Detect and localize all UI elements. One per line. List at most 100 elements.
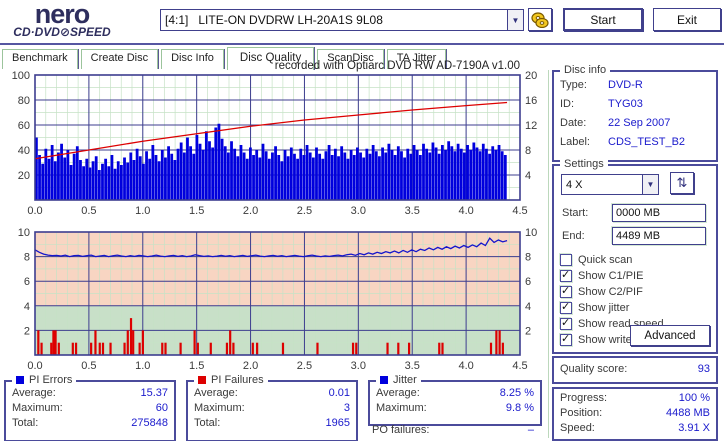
pi-errors-chart: 100 80 60 40 20 20 16 12 8 4 0.0 0.5 1.0 1.5 2.0 2.5 3.0… bbox=[12, 70, 538, 217]
disc-info-row: ID: TYG03 bbox=[560, 98, 643, 110]
svg-text:2.0: 2.0 bbox=[243, 205, 258, 217]
tab-create-disc[interactable]: Create Disc bbox=[80, 49, 159, 69]
stat-group-title: Jitter bbox=[376, 374, 421, 386]
checkbox-row-show-jitter[interactable]: Show jitter bbox=[560, 300, 714, 315]
logo-nero-text: nero bbox=[34, 0, 91, 29]
end-position-field[interactable]: 4489 MB bbox=[612, 227, 706, 245]
svg-text:20: 20 bbox=[525, 70, 537, 82]
svg-text:0.0: 0.0 bbox=[27, 360, 42, 372]
stat-group-pi-failures: PI Failures Average: 0.01 Maximum: 3 Total: 19… bbox=[186, 374, 358, 441]
svg-text:4: 4 bbox=[24, 301, 30, 313]
svg-text:8: 8 bbox=[525, 252, 531, 264]
svg-text:80: 80 bbox=[18, 95, 30, 107]
position-row: Position: 4488 MB bbox=[560, 407, 710, 419]
disc-info-row: Type: DVD-R bbox=[560, 79, 643, 91]
disc-info-title: Disc info bbox=[560, 64, 611, 76]
svg-text:60: 60 bbox=[18, 120, 30, 132]
po-failures-label: PO failures: bbox=[372, 424, 430, 436]
scan-speed-select[interactable]: 4 X ▼ bbox=[561, 174, 659, 195]
stat-group-title: PI Errors bbox=[12, 374, 77, 386]
checkbox-label: Show jitter bbox=[578, 301, 630, 314]
svg-text:4: 4 bbox=[525, 170, 531, 182]
series-color-swatch bbox=[198, 376, 206, 384]
recorded-with-label: recorded with Optiarc DVD RW AD-7190A v1… bbox=[274, 60, 520, 72]
checkbox[interactable] bbox=[560, 253, 572, 266]
tab-scandisc[interactable]: ScanDisc bbox=[317, 49, 384, 69]
po-failures-value: – bbox=[527, 424, 534, 436]
checkbox[interactable] bbox=[560, 300, 572, 314]
checkbox-row-quick-scan[interactable]: Quick scan bbox=[560, 252, 714, 267]
stat-group-jitter: Jitter Average: 8.25 % Maximum: 9.8 % bbox=[368, 374, 542, 426]
checkbox-row-show-c2-pif[interactable]: Show C2/PIF bbox=[560, 284, 714, 299]
jitter-chart: 10 8 6 4 2 10 8 6 4 2 0.0 0.5 1.0 1.5 2.0 2.5 3.0 3.5 4.0 4… bbox=[18, 227, 538, 372]
po-failures-row: PO failures: – bbox=[372, 424, 534, 436]
stat-row: Maximum: 60 bbox=[12, 402, 168, 414]
svg-text:0.5: 0.5 bbox=[81, 205, 96, 217]
chevron-down-icon[interactable]: ▼ bbox=[642, 175, 658, 194]
svg-text:0.0: 0.0 bbox=[27, 205, 42, 217]
checkbox[interactable] bbox=[560, 284, 572, 298]
stat-row: Total: 1965 bbox=[194, 417, 350, 429]
tab-disc-quality[interactable]: Disc Quality bbox=[226, 47, 315, 70]
checkbox-label: Show C1/PIE bbox=[578, 269, 644, 282]
series-color-swatch bbox=[16, 376, 24, 384]
svg-text:4.5: 4.5 bbox=[512, 205, 527, 217]
start-position-label: Start: bbox=[562, 207, 589, 219]
drive-select[interactable]: [4:1] LITE-ON DVDRW LH-20A1S 9L08 ▼ bbox=[160, 9, 524, 31]
svg-text:4.0: 4.0 bbox=[458, 205, 473, 217]
toolbar-separator bbox=[0, 43, 724, 45]
checkbox[interactable] bbox=[560, 316, 572, 330]
refresh-icon: ⇅ bbox=[676, 175, 688, 190]
stat-row: Average: 8.25 % bbox=[376, 387, 534, 399]
scan-speed-value: 4 X bbox=[566, 178, 583, 191]
stat-row: Maximum: 3 bbox=[194, 402, 350, 414]
svg-text:1.5: 1.5 bbox=[189, 360, 204, 372]
end-position-label: End: bbox=[562, 230, 585, 242]
quality-score-label: Quality score: bbox=[560, 363, 628, 375]
disc-info-group: Disc info Type: DVD-R ID: TYG03 Date: 22 Sep … bbox=[552, 64, 718, 162]
quality-score-group: Quality score: 93 bbox=[552, 356, 718, 384]
svg-text:3.0: 3.0 bbox=[351, 205, 366, 217]
svg-text:4: 4 bbox=[525, 301, 531, 313]
svg-text:10: 10 bbox=[525, 227, 537, 239]
advanced-button[interactable]: Advanced bbox=[630, 325, 710, 346]
start-button[interactable]: Start bbox=[563, 8, 643, 31]
tab-ta-jitter[interactable]: TA Jitter bbox=[386, 49, 447, 69]
svg-text:1.0: 1.0 bbox=[135, 360, 150, 372]
checkbox[interactable] bbox=[560, 332, 572, 346]
quality-score-value: 93 bbox=[697, 363, 710, 375]
tab-benchmark[interactable]: Benchmark bbox=[2, 49, 78, 69]
svg-text:4.5: 4.5 bbox=[512, 360, 527, 372]
disc-info-row: Date: 22 Sep 2007 bbox=[560, 117, 671, 129]
svg-text:8: 8 bbox=[24, 252, 30, 264]
settings-title: Settings bbox=[560, 158, 608, 170]
nero-logo: nero CD·DVD⊘SPEED bbox=[6, 0, 118, 39]
svg-text:3.5: 3.5 bbox=[405, 205, 420, 217]
svg-text:1.5: 1.5 bbox=[189, 205, 204, 217]
svg-text:3.0: 3.0 bbox=[351, 360, 366, 372]
refresh-button[interactable]: ⇅ bbox=[670, 172, 694, 194]
svg-text:2: 2 bbox=[24, 325, 30, 337]
checkbox[interactable] bbox=[560, 268, 572, 282]
start-position-field[interactable]: 0000 MB bbox=[612, 204, 706, 222]
svg-text:2.0: 2.0 bbox=[243, 360, 258, 372]
exit-button[interactable]: Exit bbox=[653, 8, 721, 31]
progress-row: Progress: 100 % bbox=[560, 392, 710, 404]
disc-tool-button[interactable] bbox=[528, 8, 552, 31]
stat-row: Average: 15.37 bbox=[12, 387, 168, 399]
stat-row: Average: 0.01 bbox=[194, 387, 350, 399]
stat-row: Maximum: 9.8 % bbox=[376, 402, 534, 414]
svg-text:2: 2 bbox=[525, 325, 531, 337]
toolbar: nero CD·DVD⊘SPEED [4:1] LITE-ON DVDRW LH… bbox=[0, 0, 724, 43]
svg-text:4.0: 4.0 bbox=[458, 360, 473, 372]
stat-group-pi-errors: PI Errors Average: 15.37 Maximum: 60 Total: 27… bbox=[4, 374, 176, 441]
chevron-down-icon[interactable]: ▼ bbox=[507, 10, 523, 30]
checkbox-row-show-c1-pie[interactable]: Show C1/PIE bbox=[560, 268, 714, 283]
tab-disc-info[interactable]: Disc Info bbox=[161, 49, 224, 69]
svg-text:2.5: 2.5 bbox=[297, 360, 312, 372]
series-color-swatch bbox=[380, 376, 388, 384]
stat-group-title: PI Failures bbox=[194, 374, 268, 386]
svg-text:100: 100 bbox=[12, 70, 30, 82]
svg-text:8: 8 bbox=[525, 145, 531, 157]
